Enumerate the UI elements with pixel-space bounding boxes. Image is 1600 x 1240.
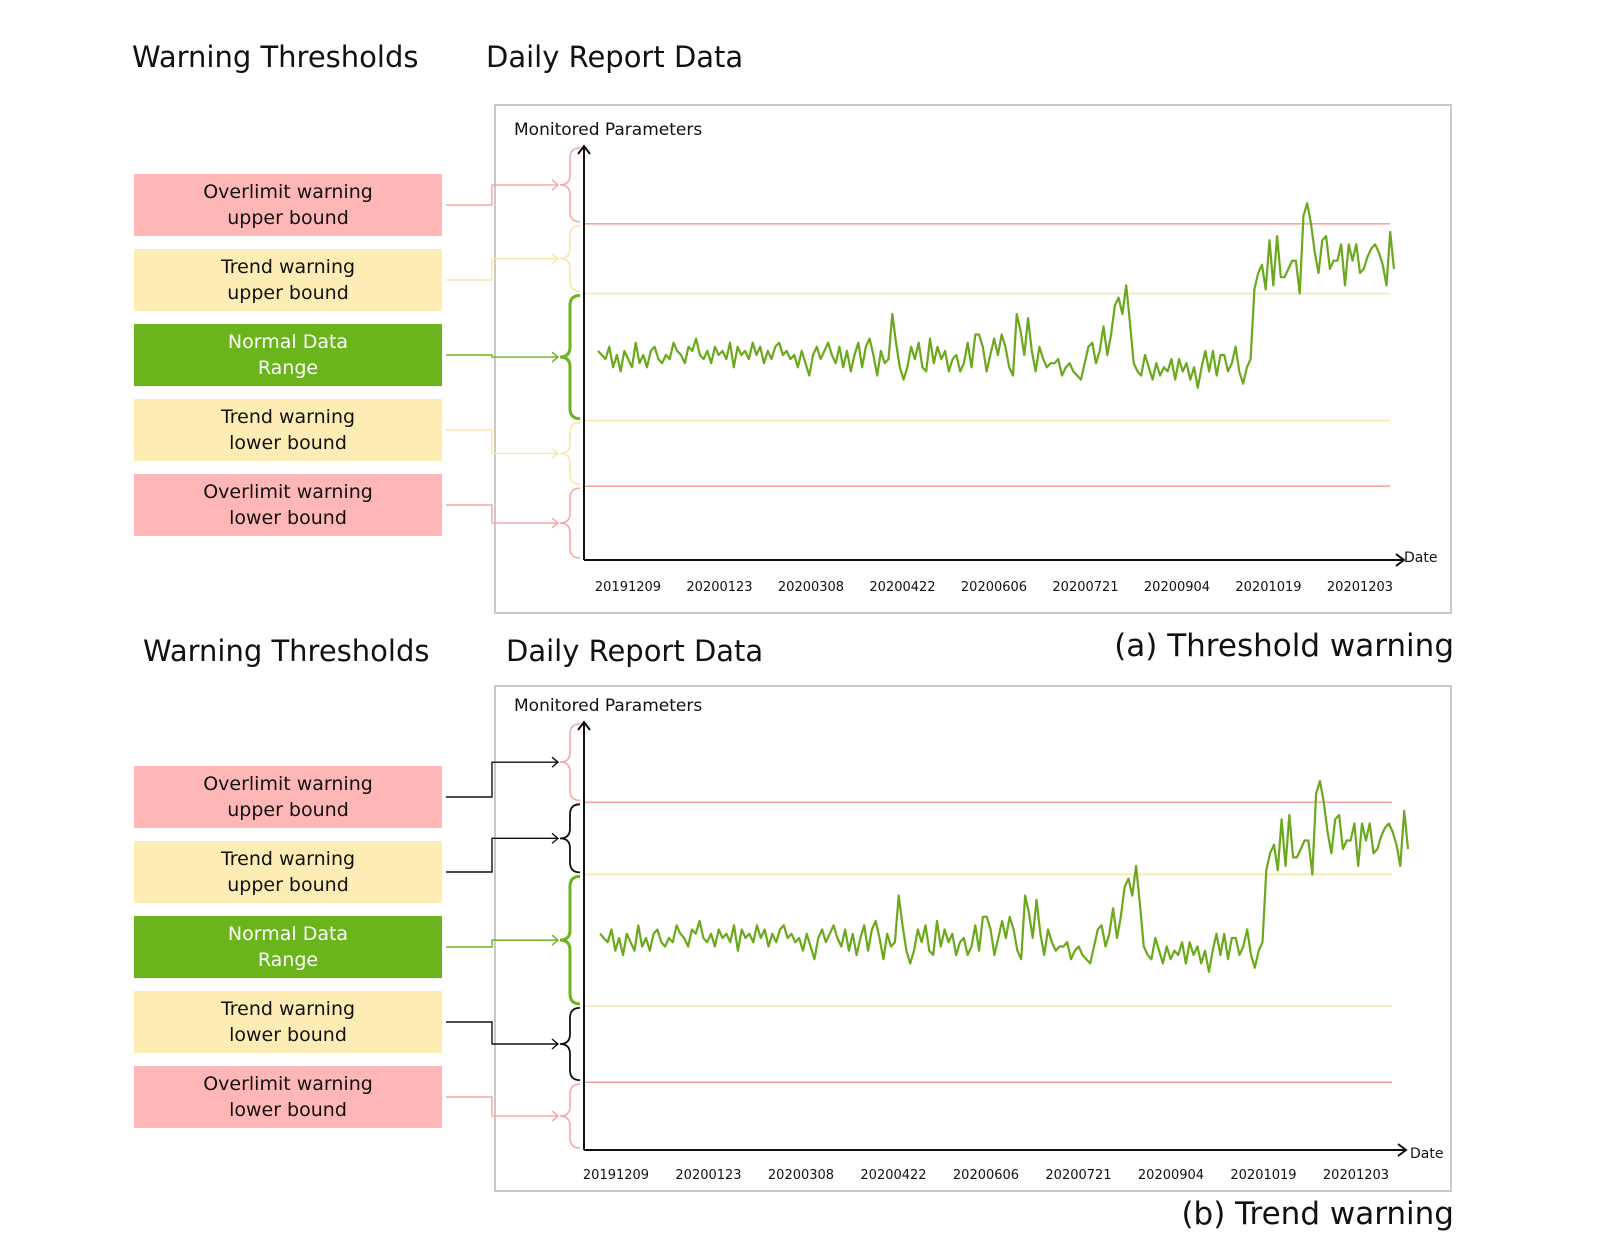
connector-overlimit-upper	[446, 184, 558, 206]
box-label-line2: upper bound	[227, 799, 349, 821]
connector-overlimit-lower	[446, 504, 558, 524]
box-label-line2: lower bound	[229, 1099, 347, 1121]
x-tick-label: 20200606	[952, 1168, 1020, 1183]
connector-trend-lower	[446, 1021, 558, 1045]
box-label-line2: upper bound	[227, 207, 349, 229]
connector-overlimit-upper	[446, 761, 558, 798]
x-tick-label: 20200308	[777, 580, 845, 595]
x-tick-label: 20200123	[686, 580, 753, 595]
box-label-line1: Normal Data	[227, 923, 349, 945]
x-axis-label: Date	[1410, 1146, 1444, 1162]
box-label-line1: Trend warning	[220, 998, 356, 1020]
box-label-line2: lower bound	[229, 1024, 347, 1046]
caption-a: (a) Threshold warning	[1114, 628, 1454, 664]
trend-lower-box: Trend warning lower bound	[134, 399, 442, 461]
connector-arrowhead	[551, 351, 560, 363]
x-tick-label: 20200904	[1137, 1168, 1205, 1183]
bracket-trend-upper	[559, 803, 581, 874]
thresholds-heading: Warning Thresholds	[143, 634, 430, 668]
connector-arrowhead	[551, 1038, 560, 1050]
x-tick-label: 20191209	[582, 1168, 650, 1183]
data-heading: Daily Report Data	[506, 634, 764, 668]
bracket-normal	[559, 874, 581, 1006]
x-tick-label: 20200308	[767, 1168, 835, 1183]
connector-arrowhead	[551, 756, 560, 768]
y-axis-arrow	[577, 144, 591, 155]
box-label-line2: upper bound	[227, 282, 349, 304]
connector-arrowhead	[551, 447, 560, 459]
connector-trend-lower	[446, 429, 558, 455]
trend-lower-box: Trend warning lower bound	[134, 991, 442, 1053]
connector-arrowhead	[551, 934, 560, 946]
bracket-overlimit-upper	[559, 147, 581, 223]
bracket-normal	[559, 294, 581, 421]
box-label-line1: Trend warning	[220, 256, 356, 278]
x-axis-label: Date	[1404, 550, 1438, 566]
trend-upper-box: Trend warning upper bound	[134, 249, 442, 311]
caption-b: (b) Trend warning	[1181, 1196, 1454, 1232]
data-series-line	[599, 779, 1410, 974]
box-label-line1: Trend warning	[220, 848, 356, 870]
thresholds-heading: Warning Thresholds	[132, 40, 419, 74]
x-tick-label: 20200721	[1045, 1168, 1112, 1183]
connector-normal	[446, 354, 558, 358]
box-label-line2: lower bound	[229, 507, 347, 529]
connector-overlimit-lower	[446, 1096, 558, 1117]
connector-normal	[446, 939, 558, 948]
connector-arrowhead	[551, 517, 560, 529]
y-axis-label: Monitored Parameters	[514, 696, 703, 716]
x-axis-arrow	[1397, 1143, 1408, 1157]
overlimit-lower-box: Overlimit warning lower bound	[134, 1066, 442, 1128]
connector-arrowhead	[551, 179, 560, 191]
connector-trend-upper	[446, 257, 558, 281]
data-heading: Daily Report Data	[486, 40, 744, 74]
bracket-overlimit-lower	[559, 487, 581, 559]
box-label-line2: Range	[257, 949, 319, 971]
x-tick-label: 20200606	[960, 580, 1028, 595]
x-tick-label: 20200721	[1052, 580, 1119, 595]
connector-arrowhead	[551, 1110, 560, 1122]
box-label-line1: Overlimit warning	[203, 181, 373, 203]
normal-range-box: Normal Data Range	[134, 324, 442, 386]
box-label-line2: lower bound	[229, 432, 347, 454]
box-label-line1: Overlimit warning	[203, 1073, 373, 1095]
box-label-line2: Range	[257, 357, 319, 379]
bracket-overlimit-upper	[559, 723, 581, 802]
x-tick-label: 20200123	[675, 1168, 742, 1183]
x-tick-label: 20200904	[1143, 580, 1211, 595]
connector-trend-upper	[446, 837, 558, 873]
bracket-overlimit-lower	[559, 1083, 581, 1149]
box-label-line2: upper bound	[227, 874, 349, 896]
x-axis-arrow	[1395, 553, 1406, 567]
bracket-trend-lower	[559, 421, 581, 485]
bracket-trend-lower	[559, 1006, 581, 1082]
x-tick-label: 20191209	[594, 580, 662, 595]
bracket-trend-upper	[559, 225, 581, 293]
overlimit-upper-box: Overlimit warning upper bound	[134, 174, 442, 236]
trend-upper-box: Trend warning upper bound	[134, 841, 442, 903]
normal-range-box: Normal Data Range	[134, 916, 442, 978]
box-label-line1: Overlimit warning	[203, 773, 373, 795]
connector-arrowhead	[551, 832, 560, 844]
data-series-line	[597, 202, 1396, 389]
overlimit-upper-box: Overlimit warning upper bound	[134, 766, 442, 828]
y-axis-label: Monitored Parameters	[514, 120, 703, 140]
x-tick-label: 20201019	[1235, 580, 1302, 595]
connector-arrowhead	[551, 253, 560, 265]
x-tick-label: 20201203	[1326, 580, 1394, 595]
x-tick-label: 20200422	[869, 580, 936, 595]
x-tick-label: 20201019	[1230, 1168, 1297, 1183]
x-tick-label: 20200422	[860, 1168, 927, 1183]
box-label-line1: Overlimit warning	[203, 481, 373, 503]
y-axis-arrow	[577, 720, 591, 731]
box-label-line1: Normal Data	[227, 331, 349, 353]
x-tick-label: 20201203	[1322, 1168, 1390, 1183]
overlimit-lower-box: Overlimit warning lower bound	[134, 474, 442, 536]
box-label-line1: Trend warning	[220, 406, 356, 428]
